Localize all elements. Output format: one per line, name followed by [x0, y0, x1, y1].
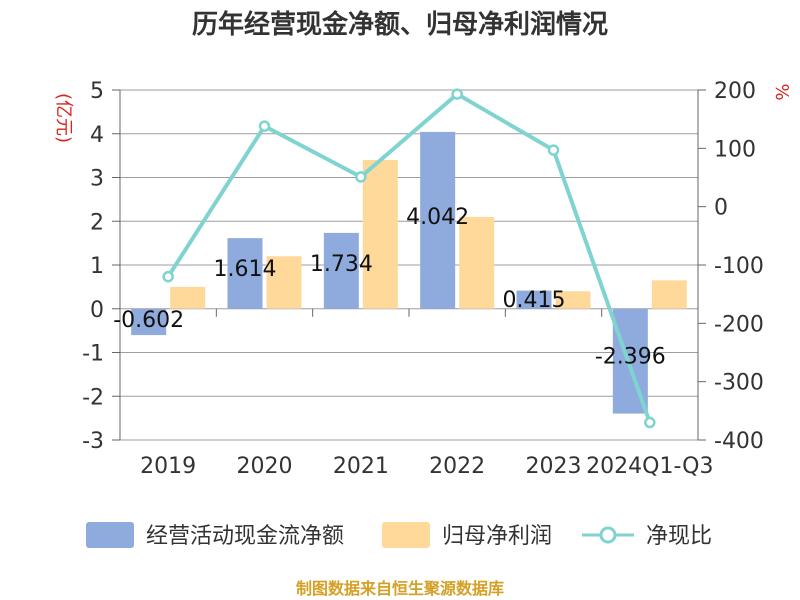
legend-marker-cash-ratio [599, 526, 617, 544]
point-cash-ratio [644, 416, 656, 429]
right-axis-tick: 100 [714, 137, 756, 162]
data-label-operating-cash-flow: -0.602 [113, 308, 184, 333]
left-axis-unit: (亿元) [53, 93, 74, 143]
bar-operating-cash-flow [227, 238, 263, 309]
right-axis-tick: 0 [714, 196, 728, 221]
right-axis-tick: 200 [714, 79, 756, 104]
left-axis-tick: 4 [90, 123, 104, 148]
left-axis-tick: 0 [90, 298, 104, 323]
right-axis-tick: -400 [714, 429, 764, 454]
right-axis-tick: -300 [714, 371, 764, 396]
data-label-operating-cash-flow: 0.415 [503, 288, 566, 313]
legend-swatch-operating-cash-flow [86, 522, 134, 548]
legend-label-operating-cash-flow: 经营活动现金流净额 [146, 524, 344, 549]
left-axis-tick: -2 [82, 385, 104, 410]
x-axis-tick: 2019 [140, 454, 196, 479]
bar-operating-cash-flow [516, 290, 552, 309]
bar-net-profit [459, 216, 495, 309]
legend-label-net-profit: 归母净利润 [442, 524, 552, 549]
right-axis-unit: % [771, 83, 792, 100]
chart-title: 历年经营现金净额、归母净利润情况 [192, 9, 608, 40]
data-label-operating-cash-flow: -2.396 [595, 345, 666, 370]
legend-swatch-net-profit [382, 522, 430, 548]
footer-source: 制图数据来自恒生聚源数据库 [296, 579, 504, 598]
x-axis-tick: 2024Q1-Q3 [586, 454, 713, 479]
line-cash-ratio [166, 92, 652, 424]
grid-lines [120, 89, 698, 441]
x-axis-tick: 2020 [237, 454, 293, 479]
data-labels: -0.602 1.614 1.734 4.042 0.415 -2.396 [113, 205, 666, 370]
bar-operating-cash-flow [131, 308, 167, 336]
bar-net-profit [362, 160, 398, 309]
left-axis-tick: 2 [90, 210, 104, 235]
data-label-operating-cash-flow: 4.042 [406, 205, 469, 230]
legend: 经营活动现金流净额 归母净利润 净现比 [86, 522, 712, 549]
point-cash-ratio [162, 270, 174, 283]
legend-label-cash-ratio: 净现比 [646, 524, 712, 549]
right-axis-tick: -100 [714, 254, 764, 279]
left-axis-tick: 5 [90, 79, 104, 104]
data-label-operating-cash-flow: 1.734 [310, 252, 373, 277]
x-axis-tick: 2021 [333, 454, 389, 479]
point-cash-ratio [451, 88, 463, 100]
bar-operating-cash-flow [420, 131, 456, 309]
data-label-operating-cash-flow: 1.614 [214, 257, 277, 282]
x-axis-ticks: 2019 2020 2021 2022 2023 2024Q1-Q3 [140, 454, 713, 479]
left-axis-tick: -3 [82, 429, 104, 454]
point-cash-ratio [547, 144, 560, 156]
x-axis-tick: 2022 [429, 454, 485, 479]
right-axis-tick: -200 [714, 312, 764, 337]
axes: 5 4 3 2 1 0 -1 -2 -3 200 100 0 -100 -200 -300 -400 [82, 79, 764, 454]
left-axis-tick: 3 [90, 167, 104, 192]
bar-series [131, 131, 687, 414]
left-axis-tick: -1 [82, 342, 104, 367]
point-cash-ratio [258, 120, 271, 132]
bar-net-profit [651, 280, 687, 309]
bar-net-profit [170, 286, 206, 309]
bar-net-profit [555, 291, 591, 309]
x-axis-tick: 2023 [526, 454, 582, 479]
bar-net-profit [266, 256, 302, 309]
left-axis-tick: 1 [90, 254, 104, 279]
bar-operating-cash-flow [323, 232, 359, 309]
point-cash-ratio [355, 171, 367, 183]
line-series [162, 88, 656, 429]
